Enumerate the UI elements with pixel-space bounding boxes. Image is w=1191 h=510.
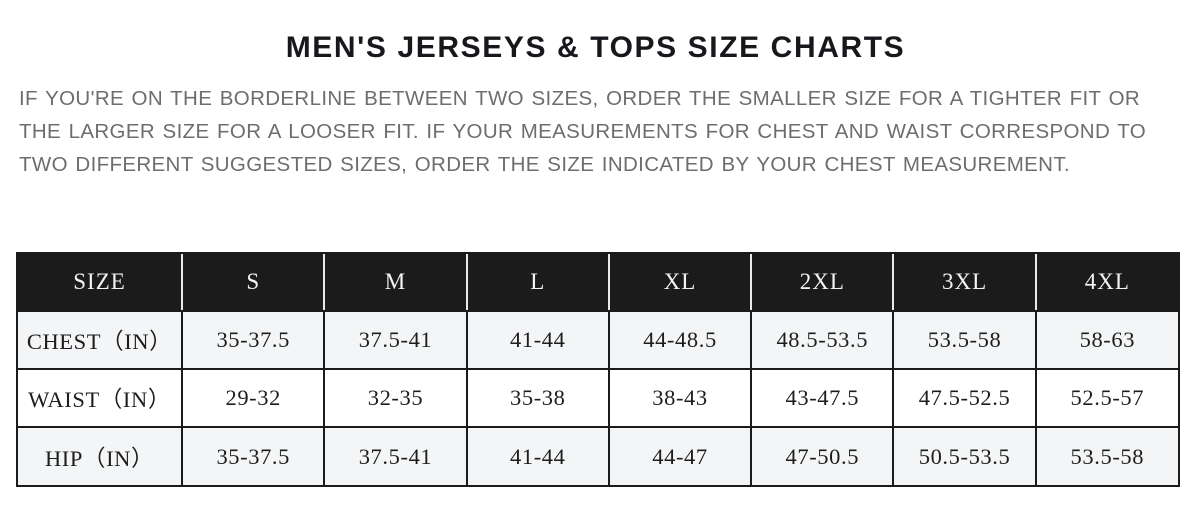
cell-chest-2xl: 48.5-53.5 (751, 311, 895, 370)
cell-waist-2xl: 43-47.5 (751, 369, 895, 428)
cell-chest-m: 37.5-41 (324, 311, 468, 370)
column-header-4xl: 4XL (1035, 254, 1178, 312)
cell-hip-2xl: 47-50.5 (751, 427, 895, 485)
column-header-l: L (466, 254, 610, 312)
table-row: CHEST（IN） 35-37.5 37.5-41 41-44 44-48.5 … (18, 311, 1178, 370)
cell-waist-xl: 38-43 (608, 369, 753, 428)
cell-waist-s: 29-32 (182, 369, 326, 428)
cell-hip-4xl: 53.5-58 (1035, 427, 1178, 485)
cell-waist-m: 32-35 (324, 369, 468, 428)
cell-hip-l: 41-44 (466, 427, 610, 485)
cell-waist-4xl: 52.5-57 (1035, 369, 1178, 428)
page-title: MEN'S JERSEYS & TOPS SIZE CHARTS (285, 31, 906, 64)
table-body: CHEST（IN） 35-37.5 37.5-41 41-44 44-48.5 … (18, 311, 1178, 485)
sizing-description: IF YOU'RE ON THE BORDERLINE BETWEEN TWO … (19, 87, 1147, 177)
cell-chest-3xl: 53.5-58 (893, 311, 1037, 370)
cell-hip-m: 37.5-41 (324, 427, 468, 485)
row-label-chest: CHEST（IN） (18, 311, 184, 370)
cell-chest-l: 41-44 (466, 311, 610, 370)
table-header-row: SIZE S M L XL 2XL 3XL 4XL (18, 254, 1178, 312)
table-row: WAIST（IN） 29-32 32-35 35-38 38-43 43-47.… (18, 369, 1178, 428)
column-header-m: M (324, 254, 468, 312)
column-header-size: SIZE (18, 254, 184, 312)
column-header-xl: XL (608, 254, 753, 312)
column-header-s: S (182, 254, 326, 312)
table-header: SIZE S M L XL 2XL 3XL 4XL (18, 254, 1178, 312)
cell-hip-3xl: 50.5-53.5 (893, 427, 1037, 485)
column-header-3xl: 3XL (893, 254, 1037, 312)
row-label-hip: HIP（IN） (18, 427, 184, 485)
cell-waist-3xl: 47.5-52.5 (893, 369, 1037, 428)
cell-waist-l: 35-38 (466, 369, 610, 428)
size-table-container: SIZE S M L XL 2XL 3XL 4XL CHEST（IN） 35-3… (16, 252, 1180, 487)
table-row: HIP（IN） 35-37.5 37.5-41 41-44 44-47 47-5… (18, 427, 1178, 485)
row-label-waist: WAIST（IN） (18, 369, 184, 428)
cell-hip-s: 35-37.5 (182, 427, 326, 485)
cell-hip-xl: 44-47 (608, 427, 753, 485)
cell-chest-s: 35-37.5 (182, 311, 326, 370)
cell-chest-xl: 44-48.5 (608, 311, 753, 370)
column-header-2xl: 2XL (751, 254, 895, 312)
size-table: SIZE S M L XL 2XL 3XL 4XL CHEST（IN） 35-3… (18, 254, 1178, 485)
cell-chest-4xl: 58-63 (1035, 311, 1178, 370)
